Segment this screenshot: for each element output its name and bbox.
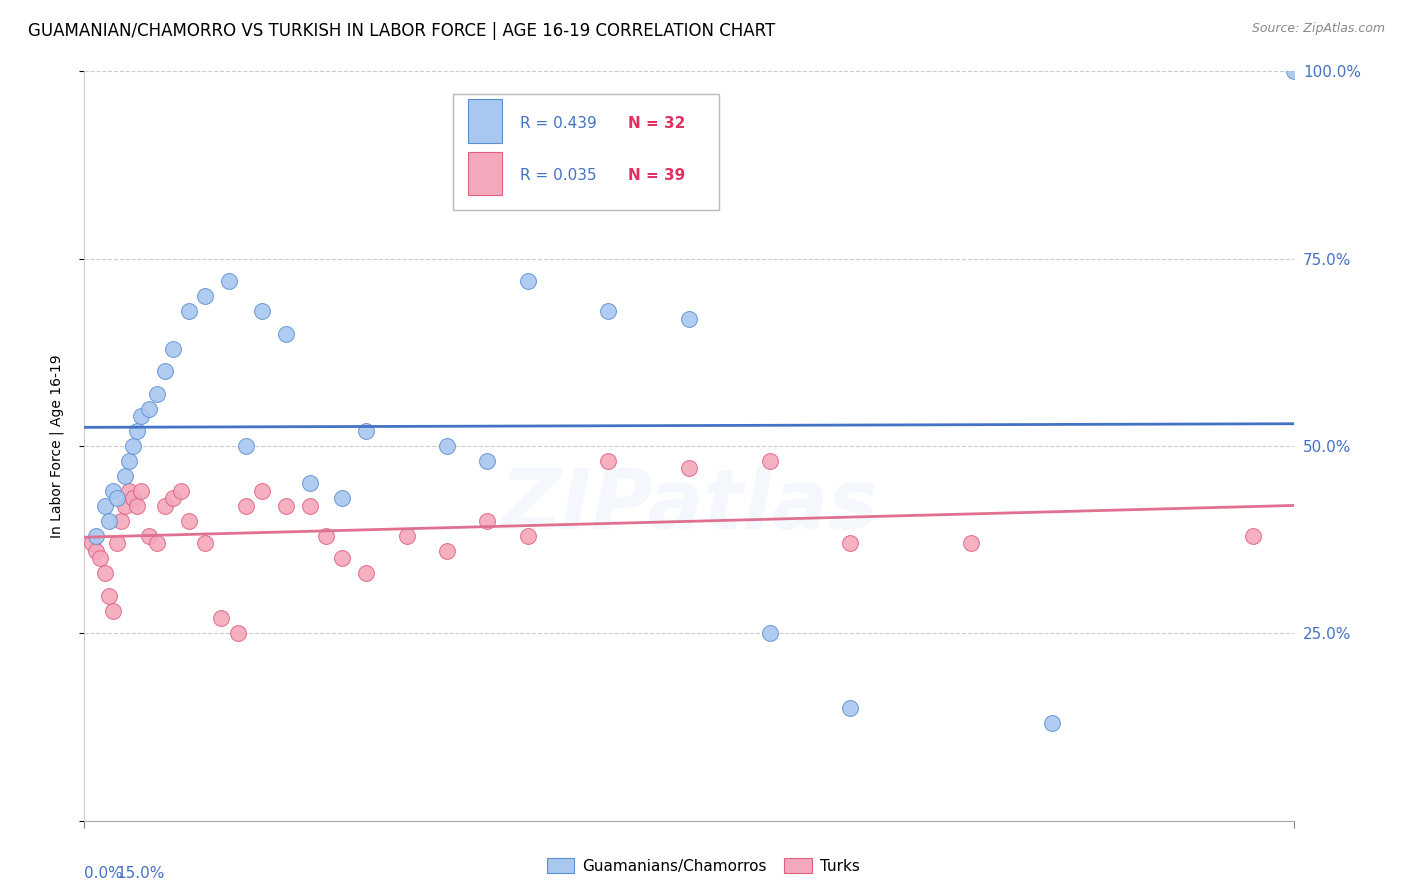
- Point: [299, 499, 322, 513]
- Point: [194, 536, 217, 550]
- Point: [356, 566, 378, 581]
- Point: [758, 454, 780, 468]
- Point: [89, 551, 111, 566]
- Point: [125, 424, 148, 438]
- Point: [218, 274, 240, 288]
- Text: Source: ZipAtlas.com: Source: ZipAtlas.com: [1251, 22, 1385, 36]
- Point: [477, 454, 499, 468]
- Point: [274, 326, 297, 341]
- Point: [839, 536, 862, 550]
- Text: 0.0%: 0.0%: [84, 865, 124, 880]
- Point: [114, 469, 136, 483]
- Point: [330, 491, 353, 506]
- Text: ZIPatlas: ZIPatlas: [501, 466, 877, 547]
- Point: [299, 476, 322, 491]
- Point: [194, 289, 217, 303]
- Point: [1282, 64, 1305, 78]
- Point: [82, 536, 104, 550]
- Point: [678, 311, 700, 326]
- Point: [121, 491, 143, 506]
- Bar: [468, 152, 502, 195]
- Point: [153, 364, 176, 378]
- Point: [179, 514, 201, 528]
- Point: [598, 454, 620, 468]
- Text: R = 0.439: R = 0.439: [520, 116, 596, 131]
- Point: [1040, 716, 1063, 731]
- Point: [839, 701, 862, 715]
- Point: [101, 604, 124, 618]
- FancyBboxPatch shape: [453, 94, 720, 210]
- Point: [516, 529, 538, 543]
- Text: R = 0.035: R = 0.035: [520, 169, 596, 183]
- Point: [170, 483, 193, 498]
- Point: [235, 499, 257, 513]
- Point: [678, 461, 700, 475]
- Point: [105, 536, 128, 550]
- Point: [250, 483, 273, 498]
- Point: [125, 499, 148, 513]
- Point: [436, 439, 458, 453]
- Point: [118, 454, 141, 468]
- Point: [118, 483, 141, 498]
- Point: [250, 304, 273, 318]
- Point: [129, 483, 152, 498]
- Y-axis label: In Labor Force | Age 16-19: In Labor Force | Age 16-19: [49, 354, 63, 538]
- Point: [235, 439, 257, 453]
- Point: [1241, 529, 1264, 543]
- Point: [86, 544, 108, 558]
- Point: [93, 566, 115, 581]
- Point: [86, 529, 108, 543]
- Point: [121, 439, 143, 453]
- Point: [209, 611, 232, 625]
- Point: [330, 551, 353, 566]
- Point: [105, 491, 128, 506]
- Point: [758, 626, 780, 640]
- Point: [114, 499, 136, 513]
- Point: [436, 544, 458, 558]
- Bar: [468, 99, 502, 143]
- Point: [101, 483, 124, 498]
- Point: [477, 514, 499, 528]
- Text: GUAMANIAN/CHAMORRO VS TURKISH IN LABOR FORCE | AGE 16-19 CORRELATION CHART: GUAMANIAN/CHAMORRO VS TURKISH IN LABOR F…: [28, 22, 775, 40]
- Point: [356, 424, 378, 438]
- Point: [110, 514, 132, 528]
- Point: [179, 304, 201, 318]
- Text: N = 39: N = 39: [628, 169, 686, 183]
- Point: [129, 409, 152, 423]
- Point: [97, 514, 120, 528]
- Point: [146, 536, 169, 550]
- Point: [598, 304, 620, 318]
- Point: [146, 386, 169, 401]
- Point: [138, 401, 160, 416]
- Legend: Guamanians/Chamorros, Turks: Guamanians/Chamorros, Turks: [540, 852, 866, 880]
- Text: N = 32: N = 32: [628, 116, 686, 131]
- Point: [516, 274, 538, 288]
- Point: [138, 529, 160, 543]
- Point: [226, 626, 249, 640]
- Text: 15.0%: 15.0%: [117, 865, 165, 880]
- Point: [274, 499, 297, 513]
- Point: [97, 589, 120, 603]
- Point: [93, 499, 115, 513]
- Point: [162, 342, 184, 356]
- Point: [960, 536, 983, 550]
- Point: [162, 491, 184, 506]
- Point: [315, 529, 337, 543]
- Point: [395, 529, 418, 543]
- Point: [153, 499, 176, 513]
